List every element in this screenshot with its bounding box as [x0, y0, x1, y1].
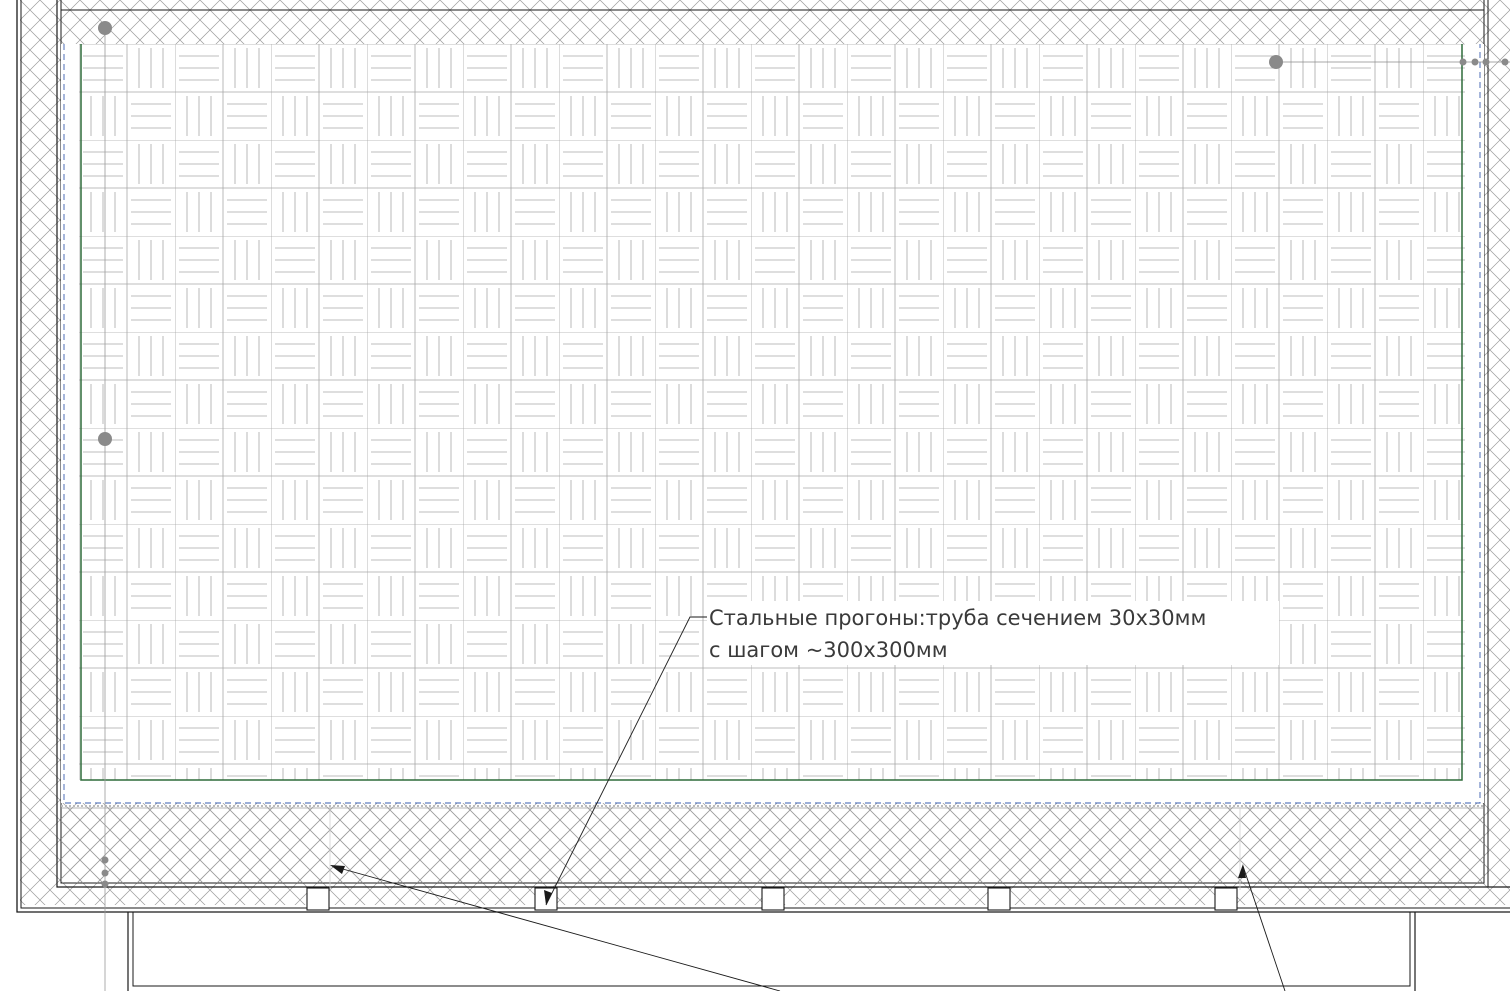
grip-point-icon — [1482, 58, 1490, 66]
arrowhead-icon — [1238, 864, 1246, 878]
grip-point-icon — [1471, 58, 1479, 66]
grip-point-icon — [1459, 58, 1467, 66]
leader-line — [331, 865, 781, 991]
arrowhead-icon — [330, 865, 345, 874]
bottom-hatch-band — [61, 808, 1484, 883]
grip-point-icon — [98, 432, 112, 446]
purlin-section — [306, 887, 330, 911]
leader-line — [1242, 865, 1286, 991]
leader-arrowheads — [330, 864, 1246, 905]
leader-lines — [331, 616, 1286, 991]
floor-tile-area — [79, 44, 1465, 780]
grip-point-icon — [101, 880, 109, 888]
blue-dashed-boundary — [63, 44, 1481, 804]
grip-point-icon — [1501, 58, 1509, 66]
grip-point-icon — [1269, 55, 1283, 69]
grip-point-icon — [98, 21, 112, 35]
grip-markers — [98, 21, 1510, 991]
annotation-leader — [545, 616, 708, 906]
grip-point-icon — [101, 869, 109, 877]
annotation-line-1: Стальные прогоны:труба сечением 30х30мм — [709, 606, 1206, 630]
grip-point-icon — [101, 856, 109, 864]
purlin-section — [761, 887, 785, 911]
annotation-line-2: с шагом ~300х300мм — [709, 638, 948, 662]
arrowhead-icon — [544, 890, 552, 905]
support-beam — [127, 912, 1416, 991]
green-boundary — [80, 44, 1463, 781]
purlin-section — [1214, 887, 1238, 911]
purlin-section — [987, 887, 1011, 911]
annotation-label-bg — [707, 601, 1279, 665]
